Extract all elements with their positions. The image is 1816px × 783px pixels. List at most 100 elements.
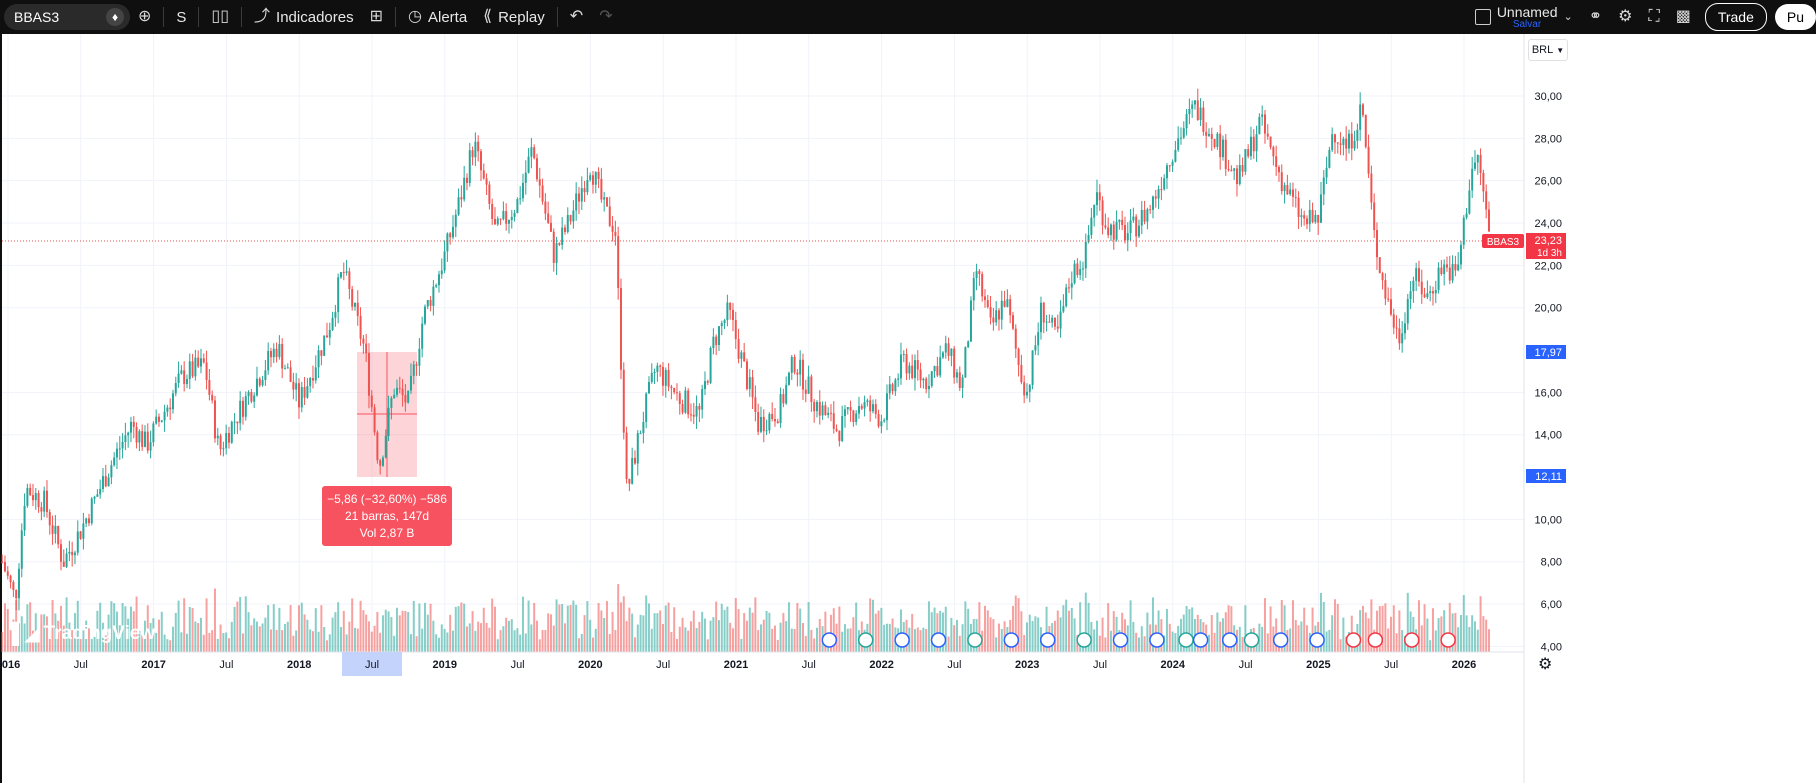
- candle-body: [502, 211, 505, 220]
- undo-button[interactable]: ↶: [562, 2, 591, 32]
- candle-body: [1233, 168, 1236, 171]
- candle-body: [1417, 268, 1420, 282]
- candle-body: [1146, 209, 1149, 222]
- earnings-badge[interactable]: [1440, 632, 1456, 648]
- candle-body: [250, 391, 253, 402]
- layout-square-icon: [1474, 9, 1491, 25]
- earnings-badge[interactable]: [1345, 632, 1362, 648]
- candle-body: [465, 177, 468, 183]
- top-toolbar: BBAS3 ♦ ⊕ S ▯▯ ⤴ Indicadores ⊞ ◷ Alerta …: [0, 0, 1816, 34]
- volume-bar: [723, 609, 726, 652]
- candle-body: [351, 289, 354, 307]
- dividend-badge[interactable]: [1112, 632, 1129, 648]
- earnings-badge[interactable]: [1076, 632, 1092, 648]
- volume-bar: [759, 624, 762, 652]
- volume-bar: [815, 627, 818, 652]
- snapshot-button[interactable]: ▩: [1668, 2, 1699, 32]
- volume-bar: [614, 629, 617, 652]
- candle-body: [684, 390, 687, 413]
- settings-button[interactable]: ⚙: [1610, 2, 1640, 32]
- dividend-badge[interactable]: [1272, 632, 1289, 648]
- chart-settings-gear-icon[interactable]: ⚙: [1538, 656, 1553, 673]
- earnings-badge[interactable]: [1243, 632, 1260, 648]
- volume-bar: [661, 623, 664, 652]
- time-axis[interactable]: 2016 Jul 2017 Jul 2018 Jul 2019 Jul 2020 Jul 2021 J…: [0, 652, 1476, 676]
- volume-bar: [384, 609, 387, 652]
- indicators-button[interactable]: ⤴ Indicadores: [246, 2, 362, 32]
- alert-button[interactable]: ◷ Alerta: [400, 2, 475, 32]
- volume-bar: [415, 636, 418, 652]
- earnings-badge[interactable]: [967, 632, 983, 648]
- volume-bar: [619, 602, 622, 652]
- interval-button[interactable]: S: [168, 2, 194, 32]
- volume-bar: [1465, 615, 1468, 652]
- range-low-tag: [1526, 469, 1566, 483]
- earnings-badge[interactable]: [1178, 632, 1194, 648]
- quick-search-button[interactable]: ⚭: [1581, 2, 1610, 32]
- volume-bar: [1219, 621, 1222, 652]
- candle-body: [1367, 146, 1370, 174]
- volume-bar: [376, 611, 379, 652]
- alarm-clock-icon: ◷: [408, 8, 422, 25]
- dividend-badge[interactable]: [1309, 632, 1325, 648]
- price-chart[interactable]: 30,00 28,00 26,00 24,00 22,00 20,00 16,00 14,00…: [0, 34, 1816, 783]
- dividend-badge[interactable]: [1149, 632, 1165, 648]
- candle-body: [860, 406, 863, 409]
- layout-status: Salvar: [1512, 18, 1542, 30]
- candle-body: [1067, 287, 1070, 289]
- symbol-search[interactable]: BBAS3 ♦: [4, 4, 130, 30]
- redo-button[interactable]: ↷: [591, 2, 620, 32]
- candle-body: [1202, 107, 1205, 132]
- candle-body: [552, 231, 555, 263]
- tradingview-wordmark: TradingView: [43, 622, 156, 644]
- candle-body: [1179, 137, 1182, 139]
- volume-bar: [1084, 592, 1087, 652]
- dividend-badge[interactable]: [1003, 632, 1020, 648]
- volume-bar: [435, 634, 438, 652]
- fullscreen-button[interactable]: ⛶: [1640, 2, 1667, 32]
- volume-bar: [1457, 627, 1460, 652]
- volume-bar: [267, 605, 270, 652]
- layout-button[interactable]: Unnamed Salvar ⌄: [1467, 2, 1581, 32]
- candle-body: [1451, 264, 1454, 281]
- candle-body: [477, 141, 480, 152]
- candle-body: [93, 496, 96, 499]
- volume-bar: [331, 617, 334, 652]
- earnings-badge[interactable]: [857, 632, 874, 648]
- templates-button[interactable]: ⊞: [362, 2, 391, 32]
- candle-body: [216, 435, 219, 439]
- trade-button[interactable]: Trade: [1704, 3, 1767, 31]
- dividend-badge[interactable]: [821, 632, 838, 648]
- publish-button[interactable]: Pu: [1774, 4, 1816, 30]
- volume-bar: [678, 626, 681, 652]
- candle-body: [547, 213, 550, 223]
- volume-bar: [986, 610, 989, 652]
- candle-body: [199, 358, 202, 367]
- dividend-badge[interactable]: [1221, 632, 1238, 648]
- volume-bar: [1062, 605, 1065, 652]
- compare-button[interactable]: ⊕: [130, 2, 159, 32]
- chart-type-button[interactable]: ▯▯: [203, 2, 237, 32]
- dividend-badge[interactable]: [930, 632, 947, 648]
- volume-bar: [586, 601, 589, 652]
- dividend-badge[interactable]: [1039, 632, 1056, 648]
- earnings-badge[interactable]: [1403, 632, 1420, 648]
- earnings-badge[interactable]: [1367, 632, 1384, 648]
- dividend-badge[interactable]: [1192, 632, 1209, 648]
- candle-body: [160, 420, 163, 422]
- candle-body: [614, 231, 617, 237]
- price-axis[interactable]: 30,00 28,00 26,00 24,00 22,00 20,00 16,00 14,00…: [1534, 91, 1562, 653]
- volume-bar: [689, 621, 692, 652]
- volume-bar: [527, 600, 530, 652]
- tradingview-logo[interactable]: ▌◢ TradingView: [12, 621, 155, 646]
- dividend-badge[interactable]: [894, 632, 910, 648]
- candle-body: [451, 226, 454, 238]
- replay-button[interactable]: ⟪ Replay: [475, 2, 553, 32]
- candle-body: [1266, 133, 1269, 137]
- symbol-info-icon[interactable]: ♦: [106, 8, 124, 26]
- volume-bar: [283, 623, 286, 652]
- volume-bar: [577, 638, 580, 652]
- volume-bar: [715, 601, 718, 652]
- candle-body: [227, 433, 230, 443]
- currency-selector[interactable]: BRL ▼: [1528, 39, 1568, 61]
